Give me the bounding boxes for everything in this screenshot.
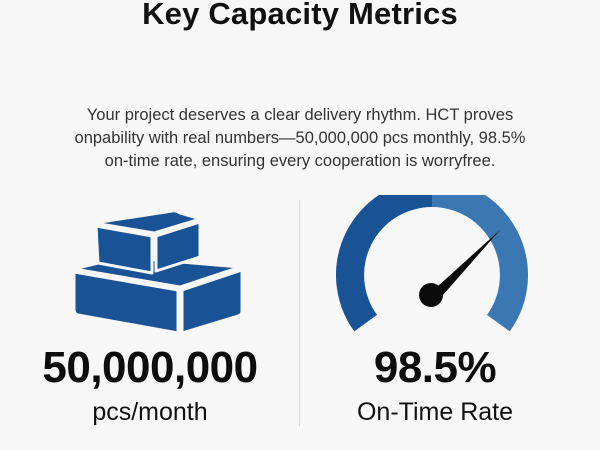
on-time-rate-value: 98.5%: [373, 343, 497, 392]
speedometer-gauge-icon: [330, 179, 534, 335]
description-line: Your project deserves a clear delivery r…: [86, 106, 514, 124]
page-title: Key Capacity Metrics: [142, 0, 458, 31]
stacked-boxes-icon: [72, 205, 248, 335]
description-text: Your project deserves a clear delivery r…: [40, 104, 560, 173]
description-line: onpability with real numbers—50,000,000 …: [74, 129, 526, 147]
monthly-capacity-label: pcs/month: [92, 398, 208, 426]
column-divider: [299, 200, 300, 426]
monthly-capacity-value: 50,000,000: [42, 343, 258, 392]
on-time-rate-label: On-Time Rate: [356, 398, 514, 426]
description-line: on-time rate, ensuring every cooperation…: [104, 152, 496, 170]
